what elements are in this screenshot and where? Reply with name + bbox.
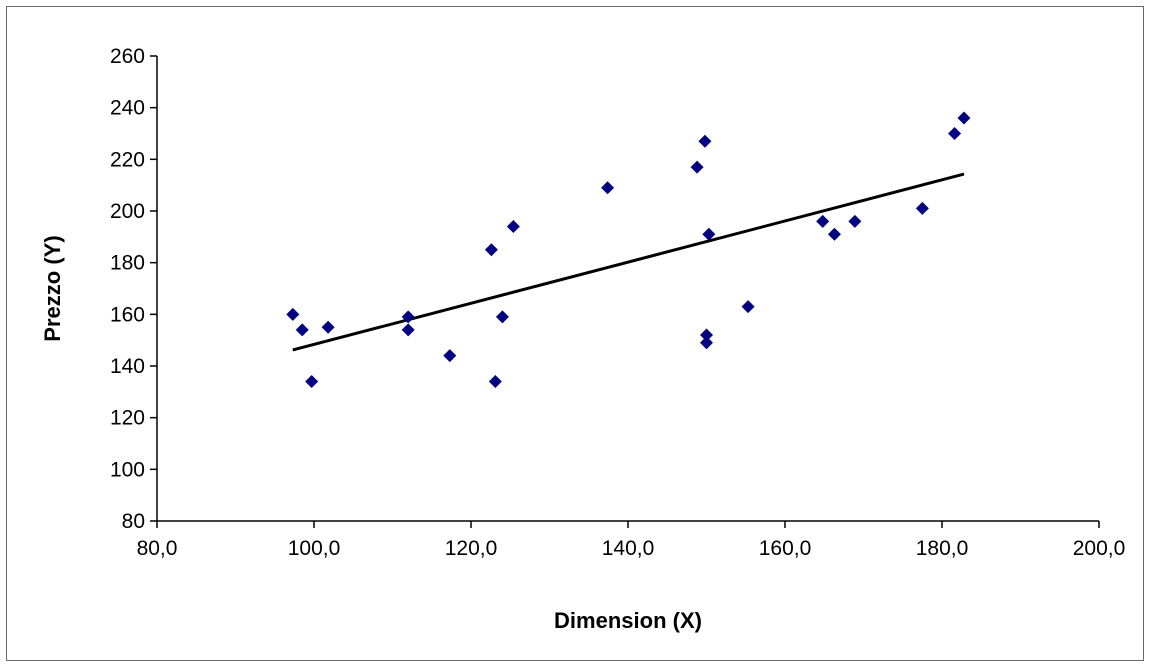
data-point — [915, 201, 929, 215]
data-point — [484, 243, 498, 257]
y-tick-label: 140 — [110, 355, 145, 378]
y-ticks: 80 100 120 140 160 180 200 220 240 260 — [110, 45, 157, 533]
x-ticks: 80,0 100,0 120,0 140,0 160,0 180,0 200,0 — [137, 521, 1126, 560]
axes — [156, 56, 1099, 522]
data-point — [488, 375, 502, 388]
data-points — [286, 111, 971, 388]
y-axis-title: Prezzo (Y) — [40, 235, 65, 341]
data-point — [827, 227, 841, 241]
y-tick-label: 180 — [110, 252, 145, 275]
trendline — [292, 172, 965, 352]
x-tick-label: 180,0 — [916, 537, 969, 560]
data-point — [506, 220, 520, 233]
data-point — [948, 127, 962, 140]
y-tick-label: 100 — [110, 458, 145, 481]
data-point — [601, 181, 615, 195]
x-tick-label: 200,0 — [1073, 537, 1126, 560]
y-tick-label: 220 — [110, 148, 145, 171]
data-point — [495, 310, 509, 324]
y-tick-label: 160 — [110, 303, 145, 326]
data-point — [700, 328, 713, 342]
chart-frame — [6, 6, 1144, 661]
y-tick-label: 120 — [110, 407, 145, 430]
data-point — [401, 323, 415, 337]
data-point — [816, 214, 830, 228]
data-point — [957, 111, 971, 125]
data-point — [443, 349, 457, 363]
data-point — [305, 375, 319, 388]
x-tick-label: 160,0 — [759, 537, 812, 560]
data-point — [690, 160, 704, 174]
trendline-group — [292, 172, 965, 352]
data-point — [848, 214, 862, 228]
data-point — [698, 134, 712, 148]
x-tick-label: 100,0 — [288, 537, 341, 560]
y-tick-label: 260 — [110, 45, 145, 68]
y-tick-label: 200 — [110, 200, 145, 223]
data-point — [741, 300, 755, 314]
x-tick-label: 80,0 — [137, 537, 178, 560]
x-tick-label: 120,0 — [445, 537, 498, 560]
y-tick-label: 240 — [110, 97, 145, 120]
data-point — [295, 323, 309, 337]
data-point — [321, 320, 335, 334]
x-axis-title: Dimension (X) — [554, 608, 702, 633]
y-tick-label: 80 — [122, 510, 145, 533]
data-point — [401, 310, 415, 324]
data-point — [702, 227, 716, 241]
data-point — [286, 307, 300, 321]
data-point — [700, 336, 713, 350]
x-tick-label: 140,0 — [602, 537, 655, 560]
